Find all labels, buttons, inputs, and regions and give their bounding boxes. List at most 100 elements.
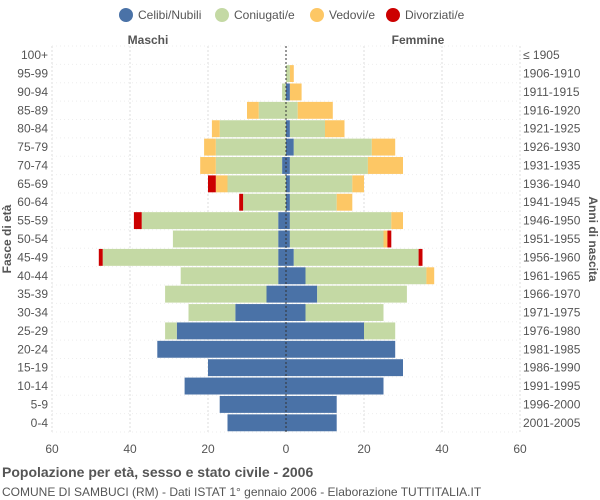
- birth-year-label: 1906-1910: [523, 67, 581, 81]
- bar-male-celibi: [282, 157, 286, 174]
- bars: [98, 65, 435, 432]
- bar-male-coniugati: [141, 212, 279, 230]
- bar-female-coniugati: [289, 193, 337, 211]
- bar-female-vedovi: [383, 230, 388, 248]
- bar-female-coniugati: [305, 304, 384, 321]
- bar-female-celibi: [286, 322, 364, 340]
- bar-female-vedovi: [391, 212, 403, 230]
- bar-male-celibi: [184, 377, 286, 395]
- x-tick-label: 0: [283, 442, 290, 456]
- age-group-label: 100+: [21, 48, 48, 62]
- bar-male-celibi: [266, 285, 286, 303]
- age-group-label: 90-94: [17, 85, 48, 99]
- bar-male-celibi: [227, 414, 286, 432]
- birth-year-label: 1941-1945: [523, 195, 581, 209]
- bar-female-vedovi: [325, 120, 345, 138]
- bar-female-coniugati: [305, 267, 427, 285]
- age-group-label: 80-84: [17, 122, 48, 136]
- birth-year-label: 1971-1975: [523, 306, 581, 320]
- age-group-label: 25-29: [17, 324, 48, 338]
- y-axis-label-left: Fasce di età: [0, 204, 14, 273]
- bar-female-coniugati: [286, 101, 298, 119]
- bar-male-divorziati: [98, 248, 103, 266]
- legend-marker-divorziati: [386, 8, 400, 22]
- age-group-label: 10-14: [17, 379, 48, 393]
- bar-male-celibi: [235, 304, 286, 321]
- bar-female-celibi: [286, 304, 306, 321]
- age-group-label: 60-64: [17, 195, 48, 209]
- bar-female-celibi: [286, 175, 290, 193]
- birth-year-label: 1976-1980: [523, 324, 581, 338]
- males-header: Maschi: [128, 33, 169, 47]
- bar-female-vedovi: [289, 65, 294, 83]
- bar-male-divorziati: [239, 193, 244, 211]
- legend-marker-vedovi: [310, 8, 324, 22]
- chart-subtitle: COMUNE DI SAMBUCI (RM) - Dati ISTAT 1° g…: [2, 485, 482, 499]
- y-axis-label-right: Anni di nascita: [586, 196, 600, 282]
- birth-year-label: 1926-1930: [523, 140, 581, 154]
- birth-year-label: 1991-1995: [523, 379, 581, 393]
- bar-male-vedovi: [200, 157, 216, 174]
- legend-label-divorziati: Divorziati/e: [405, 8, 465, 22]
- bar-male-coniugati: [165, 285, 267, 303]
- bar-female-celibi: [286, 212, 290, 230]
- bar-female-celibi: [286, 248, 294, 266]
- age-group-label: 65-69: [17, 177, 48, 191]
- bar-female-vedovi: [367, 157, 403, 174]
- bar-male-coniugati: [215, 157, 283, 174]
- legend-label-celibi: Celibi/Nubili: [138, 8, 201, 22]
- birth-year-label: 1951-1955: [523, 232, 581, 246]
- bar-female-coniugati: [289, 157, 368, 174]
- birth-year-label: 1996-2000: [523, 397, 581, 411]
- birth-year-label: ≤ 1905: [523, 48, 560, 62]
- bar-male-coniugati: [165, 322, 177, 340]
- bar-female-celibi: [286, 120, 290, 138]
- birth-year-label: 1981-1985: [523, 342, 581, 356]
- age-group-label: 95-99: [17, 67, 48, 81]
- x-tick-label: 40: [123, 442, 137, 456]
- bar-male-coniugati: [243, 193, 286, 211]
- age-group-label: 75-79: [17, 140, 48, 154]
- age-group-label: 35-39: [17, 287, 48, 301]
- x-axis-ticks: 60 40 20 0 20 40 60: [45, 442, 527, 456]
- bar-male-coniugati: [172, 230, 279, 248]
- bar-female-celibi: [286, 138, 294, 156]
- bar-male-coniugati: [188, 304, 236, 321]
- birth-year-label: 1961-1965: [523, 269, 581, 283]
- x-tick-label: 20: [201, 442, 215, 456]
- bar-female-vedovi: [289, 83, 302, 101]
- age-group-labels: 100+ 95-99 90-94 85-89 80-84 75-79 70-74 65-69 6…: [17, 48, 48, 430]
- bar-male-vedovi: [215, 175, 228, 193]
- bar-male-celibi: [219, 395, 286, 413]
- bar-female-coniugati: [289, 175, 353, 193]
- birth-year-label: 1986-1990: [523, 361, 581, 375]
- bar-female-coniugati: [289, 230, 384, 248]
- age-group-label: 30-34: [17, 306, 48, 320]
- bar-female-celibi: [286, 193, 290, 211]
- x-tick-label: 60: [45, 442, 59, 456]
- bar-female-celibi: [286, 267, 306, 285]
- birth-year-label: 1966-1970: [523, 287, 581, 301]
- bar-male-vedovi: [211, 120, 220, 138]
- birth-year-label: 1916-1920: [523, 103, 581, 117]
- birth-year-label: 2001-2005: [523, 416, 581, 430]
- bar-female-coniugati: [293, 138, 372, 156]
- bar-female-vedovi: [336, 193, 353, 211]
- x-tick-label: 40: [435, 442, 449, 456]
- chart-title: Popolazione per età, sesso e stato civil…: [2, 464, 314, 480]
- birth-year-label: 1931-1935: [523, 158, 581, 172]
- bar-male-celibi: [278, 212, 286, 230]
- birth-year-label: 1956-1960: [523, 250, 581, 264]
- age-group-label: 45-49: [17, 250, 48, 264]
- bar-female-coniugati: [364, 322, 396, 340]
- age-group-label: 50-54: [17, 232, 48, 246]
- age-group-label: 70-74: [17, 158, 48, 172]
- bar-female-vedovi: [371, 138, 396, 156]
- age-group-label: 20-24: [17, 342, 48, 356]
- bar-female-celibi: [286, 157, 290, 174]
- legend-marker-coniugati: [215, 8, 229, 22]
- bar-male-celibi: [278, 267, 286, 285]
- bar-female-coniugati: [289, 212, 392, 230]
- bar-female-celibi: [286, 359, 403, 377]
